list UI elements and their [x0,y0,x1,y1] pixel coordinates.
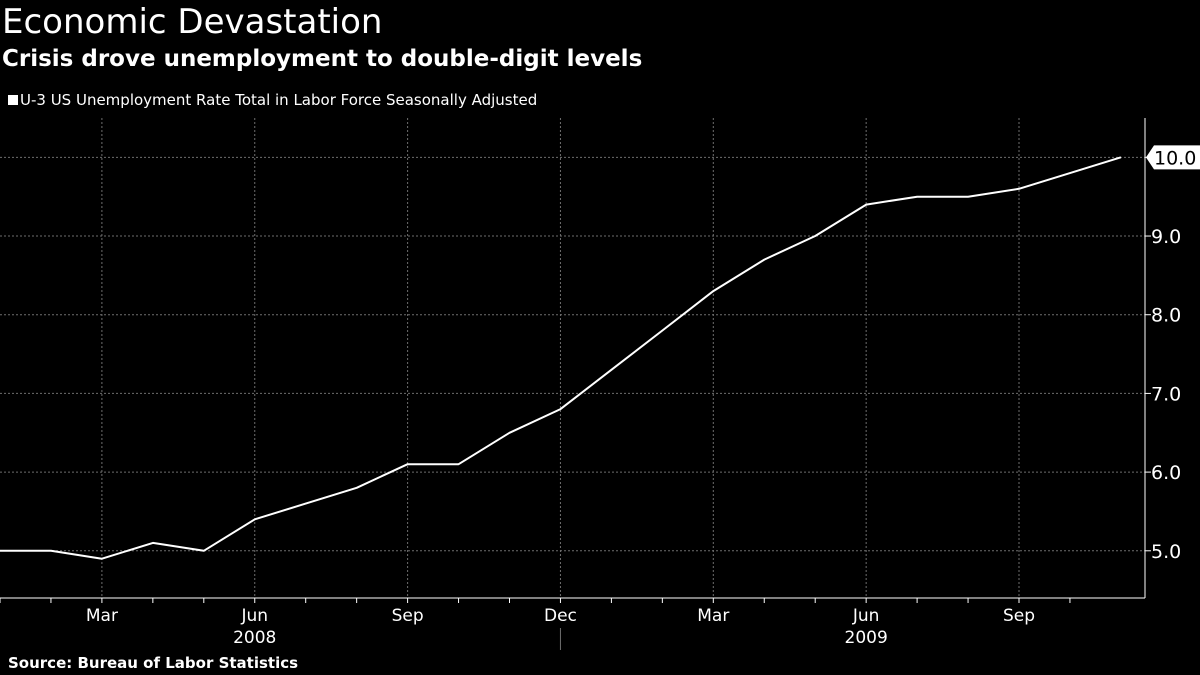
series-layer [0,156,1122,560]
x-tick-label: Dec [544,606,577,626]
chart-legend: U-3 US Unemployment Rate Total in Labor … [8,91,537,109]
last-value-label: 10.0 [1154,147,1196,169]
x-tick-label: Mar [86,606,118,626]
x-tick-label: Sep [392,606,424,626]
y-tick-label: 5.0 [1151,541,1181,563]
legend-swatch [8,95,18,105]
x-tick-label: Mar [697,606,729,626]
x-tick-label: Sep [1003,606,1035,626]
x-tick-label: Jun [240,606,268,626]
axis-layer [0,118,1151,650]
y-tick-label: 6.0 [1151,462,1181,484]
label-layer: 5.0 6.0 7.0 8.0 9.0 Mar Jun Sep Dec Mar Jun Sep 2008… [86,145,1200,648]
chart-subtitle: Crisis drove unemployment to double-digi… [2,46,643,72]
chart-source: Source: Bureau of Labor Statistics [8,654,299,672]
grid-layer [0,118,1145,598]
series-line [0,156,1122,560]
last-value-flag [1146,145,1200,170]
y-tick-label: 7.0 [1151,383,1181,405]
x-year-label: 2008 [233,628,276,648]
x-tick-label: Jun [852,606,880,626]
x-year-label: 2009 [845,628,888,648]
y-tick-label: 8.0 [1151,305,1181,327]
y-tick-label: 9.0 [1151,226,1181,248]
legend-label: U-3 US Unemployment Rate Total in Labor … [20,91,538,109]
chart-title: Economic Devastation [2,2,383,42]
